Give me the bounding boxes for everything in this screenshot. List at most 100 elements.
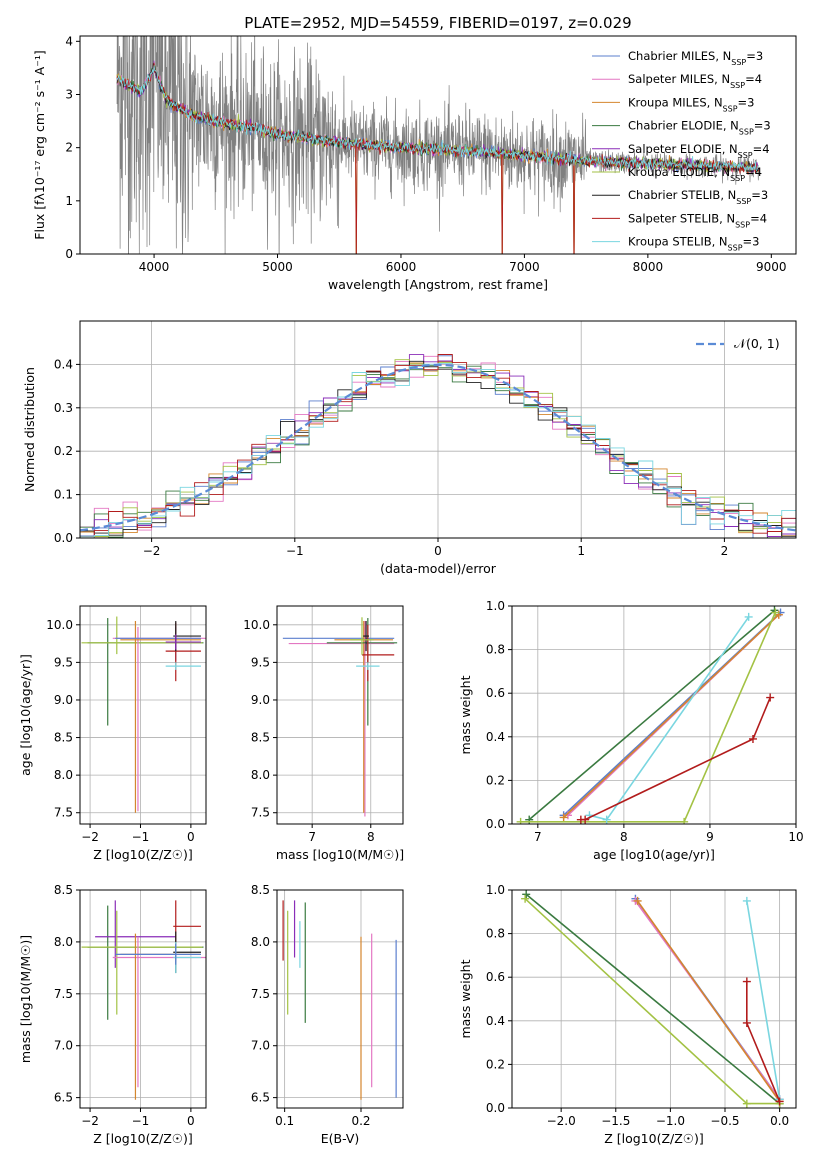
y-tick-label: 0.6 — [486, 970, 505, 984]
panel-mass-vs-Z: −2 −1 0 6.5 7.0 7.5 8.0 8.5 Z [log10(Z/Z☉)] mass … — [18, 883, 207, 1146]
y-tick-label: 0.2 — [54, 444, 73, 458]
x-tick-label: −2 — [143, 544, 161, 558]
x-tick-label: −1 — [286, 544, 304, 558]
x-axis-label: E(B-V) — [321, 1131, 360, 1146]
y-tick-label: 10.0 — [243, 618, 270, 632]
weight-marker — [744, 612, 753, 621]
legend-nssp: =3 — [738, 95, 755, 109]
y-axis-label: Flux [fλ10⁻¹⁷ erg cm⁻² s⁻¹ A⁻¹] — [32, 50, 47, 239]
y-axis-label: age [log10(age/yr)] — [18, 654, 33, 776]
y-tick-label: 3 — [65, 87, 73, 101]
plot-area — [282, 617, 398, 817]
y-tick-label: 0.0 — [54, 531, 73, 545]
x-tick-label: 7 — [308, 830, 316, 844]
x-tick-label: 0 — [187, 1114, 195, 1128]
x-tick-label: 8000 — [633, 260, 664, 274]
y-tick-label: 0.4 — [486, 730, 505, 744]
weight-line — [636, 900, 781, 1102]
legend-subscript: SSP — [730, 81, 745, 90]
x-tick-label: 7000 — [509, 260, 540, 274]
plot-area — [521, 890, 784, 1108]
y-tick-label: 7.5 — [54, 806, 73, 820]
y-tick-label: 0.2 — [486, 1057, 505, 1071]
y-tick-label: 0.0 — [486, 817, 505, 831]
weight-marker — [742, 896, 751, 905]
y-tick-label: 0.8 — [486, 643, 505, 657]
x-tick-label: 5000 — [262, 260, 293, 274]
weight-marker — [775, 1097, 784, 1106]
x-axis-label: Z [log10(Z/Z☉)] — [93, 847, 193, 862]
plot-area — [81, 900, 206, 1100]
x-tick-label: 1 — [577, 544, 585, 558]
weight-marker — [521, 894, 530, 903]
y-tick-label: 7.5 — [251, 806, 270, 820]
weight-marker — [522, 890, 531, 899]
panel-spectrum: 4000 5000 6000 7000 8000 9000 0 1 2 3 4 wavelength … — [32, 34, 797, 292]
legend: Chabrier MILES, NSSP=3 Salpeter MILES, NS… — [592, 49, 771, 252]
weight-marker — [742, 977, 751, 986]
x-axis-label: (data-model)/error — [380, 561, 497, 576]
gaussian-curve — [80, 363, 796, 532]
x-axis-label: mass [log10(M/M☉)] — [276, 847, 404, 862]
y-tick-label: 0.0 — [486, 1101, 505, 1115]
legend-entry: Kroupa ELODIE, NSSP=4 — [628, 165, 762, 183]
panel-age-vs-Z: −2 −1 0 7.5 8.0 8.5 9.0 9.5 10.0 Z [log10(Z/Z☉)] a… — [18, 605, 207, 862]
panel-weight-vs-Z: −2.0 −1.5 −1.0 −0.5 0.0 0.0 0.2 0.4 0.6 0.8 1.0 Z [… — [458, 883, 797, 1146]
x-tick-label: 0 — [187, 830, 195, 844]
axes-frame — [276, 889, 404, 1109]
plot-area — [116, 36, 760, 254]
weight-marker — [581, 815, 590, 824]
legend-entry: Chabrier ELODIE, NSSP=3 — [628, 119, 771, 137]
weight-marker — [766, 693, 775, 702]
weight-marker — [633, 896, 642, 905]
figure-title: PLATE=2952, MJD=54559, FIBERID=0197, z=0… — [244, 14, 631, 32]
legend-nssp: =4 — [745, 165, 762, 179]
y-tick-label: 0.8 — [486, 927, 505, 941]
weight-line — [520, 612, 777, 823]
legend-entry: Kroupa MILES, NSSP=3 — [628, 95, 754, 113]
legend-subscript: SSP — [736, 197, 751, 206]
weight-marker — [742, 1099, 751, 1108]
y-tick-label: 1.0 — [486, 883, 505, 897]
weight-marker — [559, 813, 568, 822]
weight-marker — [748, 734, 757, 743]
weight-marker — [602, 815, 611, 824]
y-axis-label: mass weight — [458, 675, 473, 754]
weight-line — [746, 900, 781, 1100]
residual-histogram-step — [80, 359, 796, 538]
x-tick-label: 0.0 — [770, 1114, 789, 1128]
legend-subscript: SSP — [728, 243, 743, 252]
y-tick-label: 7.0 — [54, 1039, 73, 1053]
legend-nssp: =3 — [751, 188, 768, 202]
legend-subscript: SSP — [735, 220, 750, 229]
axes-frame — [79, 605, 207, 825]
legend-nssp: =4 — [753, 142, 770, 156]
weight-line — [528, 609, 776, 821]
y-tick-label: 1.0 — [486, 599, 505, 613]
legend-entry: Chabrier STELIB, NSSP=3 — [628, 188, 768, 206]
weight-line — [525, 893, 781, 1105]
weight-line — [580, 697, 771, 821]
weight-marker — [516, 817, 525, 824]
axes-frame — [79, 889, 207, 1109]
y-tick-label: 0.3 — [54, 401, 73, 415]
legend-nssp: =3 — [754, 119, 771, 133]
legend-nssp: =3 — [746, 49, 763, 63]
y-tick-label: 0 — [65, 247, 73, 261]
legend-nssp: =3 — [743, 235, 760, 249]
y-tick-label: 0.6 — [486, 686, 505, 700]
legend-nssp: =4 — [750, 211, 767, 225]
x-axis-label: wavelength [Angstrom, rest frame] — [328, 277, 548, 292]
legend-subscript: SSP — [731, 58, 746, 67]
legend-entry: 𝒩(0, 1) — [734, 336, 780, 351]
x-tick-label: −2.0 — [547, 1114, 576, 1128]
y-tick-label: 4 — [65, 34, 73, 48]
y-tick-label: 9.0 — [54, 693, 73, 707]
x-tick-label: 10 — [788, 830, 803, 844]
x-tick-label: 7 — [534, 830, 542, 844]
y-tick-label: 8.0 — [54, 935, 73, 949]
x-tick-label: −0.5 — [710, 1114, 739, 1128]
y-tick-label: 6.5 — [251, 1091, 270, 1105]
legend-entry: Salpeter STELIB, NSSP=4 — [628, 211, 767, 229]
